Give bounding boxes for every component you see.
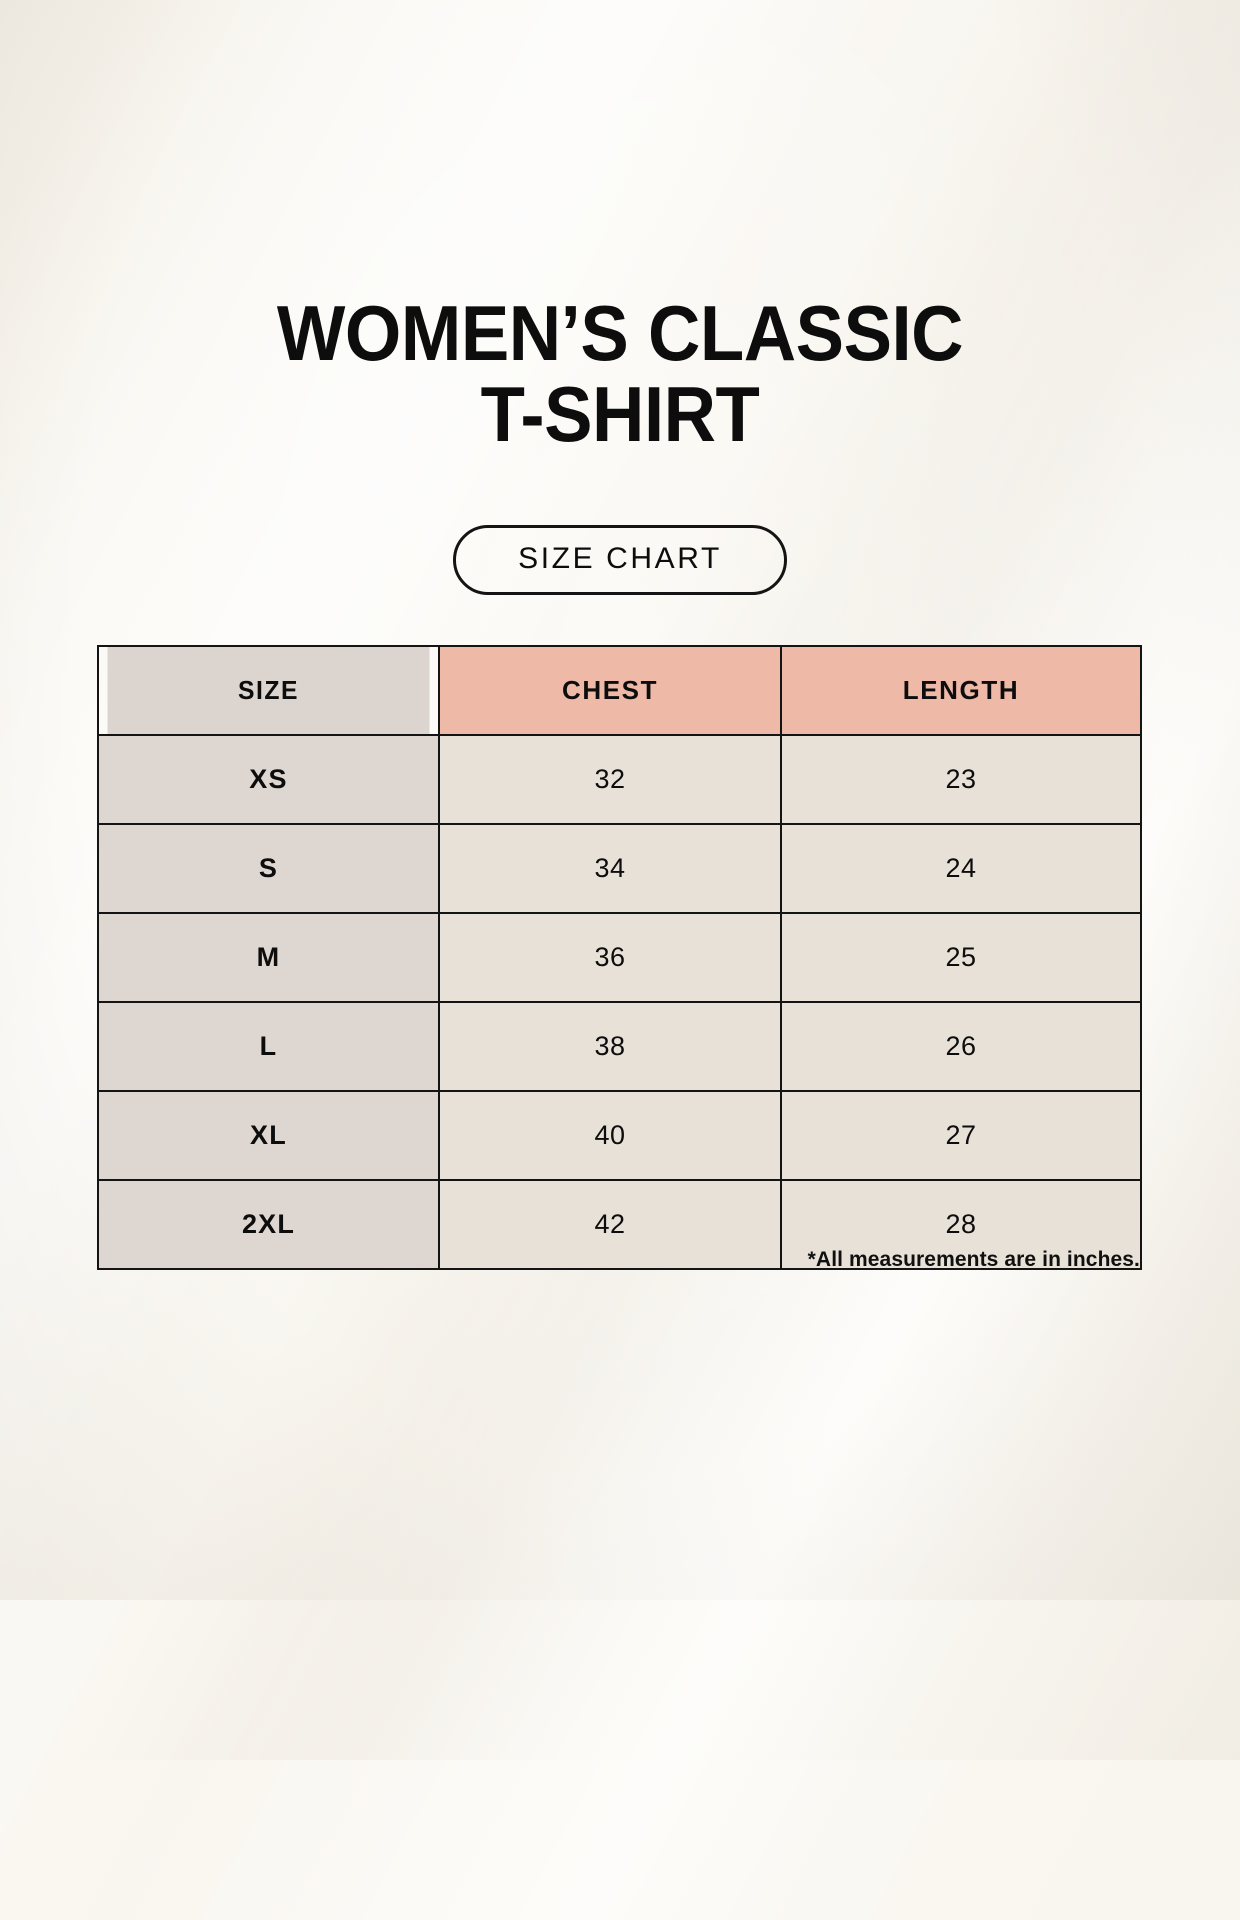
cell-chest: 38 — [438, 1001, 782, 1092]
page-title-line-2: T-SHIRT — [480, 369, 760, 458]
table-row: 2XL 42 28 — [97, 1179, 1142, 1270]
column-header-chest: CHEST — [438, 645, 782, 736]
size-chart-table-body: XS 32 23 S 34 24 M 36 25 L 38 26 — [97, 734, 1142, 1270]
cell-size: XS — [97, 734, 440, 825]
cell-size: M — [97, 912, 440, 1003]
cell-length: 26 — [780, 1001, 1142, 1092]
size-chart-badge-wrapper: SIZE CHART — [0, 525, 1240, 595]
cell-length: 23 — [780, 734, 1142, 825]
cell-size: XL — [97, 1090, 440, 1181]
cell-size: 2XL — [97, 1179, 440, 1270]
size-chart-table: SIZE CHEST LENGTH XS 32 23 S 34 24 M — [97, 645, 1142, 1270]
cell-size: S — [97, 823, 440, 914]
page-title-line-1: WOMEN’S CLASSIC — [276, 289, 964, 377]
cell-length: 24 — [780, 823, 1142, 914]
table-row: M 36 25 — [97, 912, 1142, 1003]
table-header-row: SIZE CHEST LENGTH — [98, 645, 1142, 736]
table-row: XS 32 23 — [97, 734, 1142, 825]
cell-chest: 32 — [438, 734, 782, 825]
size-chart-page: WOMEN’S CLASSIC T-SHIRT SIZE CHART SIZE … — [0, 289, 1240, 1271]
table-row: L 38 26 — [97, 1001, 1142, 1092]
cell-length: 25 — [780, 912, 1142, 1003]
column-header-size: SIZE — [105, 645, 432, 736]
measurement-footnote: *All measurements are in inches. — [807, 1248, 1140, 1271]
cell-chest: 40 — [438, 1090, 782, 1181]
table-row: S 34 24 — [97, 823, 1142, 914]
column-header-length: LENGTH — [780, 645, 1142, 736]
cell-length: 28 — [780, 1179, 1142, 1270]
cell-size: L — [97, 1001, 440, 1092]
size-chart-table-header: SIZE CHEST LENGTH — [98, 645, 1142, 736]
cell-chest: 34 — [438, 823, 782, 914]
cell-length: 27 — [780, 1090, 1142, 1181]
cell-chest: 42 — [438, 1179, 782, 1270]
table-row: XL 40 27 — [97, 1090, 1142, 1181]
size-chart-badge: SIZE CHART — [453, 525, 787, 595]
size-chart-table-wrapper: SIZE CHEST LENGTH XS 32 23 S 34 24 M — [97, 645, 1142, 1270]
cell-chest: 36 — [438, 912, 782, 1003]
page-title: WOMEN’S CLASSIC T-SHIRT — [0, 289, 1240, 458]
